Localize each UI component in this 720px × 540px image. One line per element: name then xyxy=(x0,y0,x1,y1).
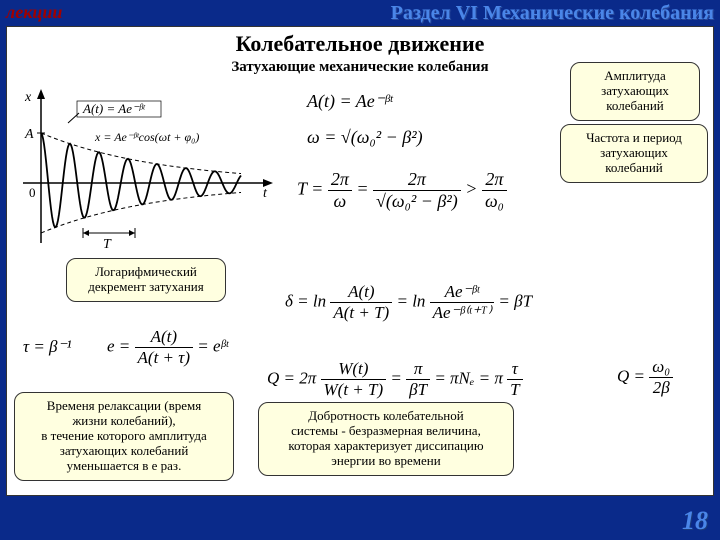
page-number: 18 xyxy=(682,506,708,536)
page-title: Колебательное движение xyxy=(15,31,705,57)
formula-quality2: Q = ω₀2β xyxy=(617,357,673,398)
lectures-label: лекции xyxy=(6,2,62,25)
envelope-eq: A(t) = Ae⁻ᵝᵗ xyxy=(82,101,146,116)
damped-oscillation-graph: x A 0 t T A(t) = Ae⁻ᵝᵗ x = Ae⁻ᵝᵗcos(ωt +… xyxy=(13,83,279,263)
formula-e: e = A(t)A(t + τ) = eᵝᵗ xyxy=(107,327,228,368)
callout-frequency: Частота и период затухающих колебаний xyxy=(560,124,708,183)
x-axis-label: t xyxy=(263,186,268,201)
formula-period: T = 2πω = 2π√(ω₀² − β²) > 2πω₀ xyxy=(297,169,507,212)
formula-tau: τ = β⁻¹ xyxy=(23,337,72,357)
y-axis-label: x xyxy=(24,90,32,105)
section-label: Раздел VI Механические колебания xyxy=(391,2,714,25)
oscillation-eq: x = Ae⁻ᵝᵗcos(ωt + φ₀) xyxy=(94,130,199,144)
period-label: T xyxy=(103,237,112,252)
amplitude-tick-label: A xyxy=(24,127,34,142)
callout-decrement: Логарифмический декремент затухания xyxy=(66,258,226,302)
formula-quality: Q = 2π W(t)W(t + T) = πβT = πNₑ = π τT xyxy=(267,359,523,400)
formula-decrement: δ = ln A(t)A(t + T) = ln Ae⁻ᵝᵗAe⁻ᵝ⁽ᵗ⁺ᵀ⁾ … xyxy=(285,282,532,323)
callout-quality: Добротность колебательной системы - безр… xyxy=(258,402,514,476)
formula-amplitude: A(t) = Ae⁻ᵝᵗ xyxy=(307,91,392,112)
callout-amplitude: Амплитуда затухающих колебаний xyxy=(570,62,700,121)
formula-omega: ω = √(ω₀² − β²) xyxy=(307,127,423,148)
origin-label: 0 xyxy=(29,185,36,200)
callout-relaxation: Временя релаксации (время жизни колебани… xyxy=(14,392,234,481)
